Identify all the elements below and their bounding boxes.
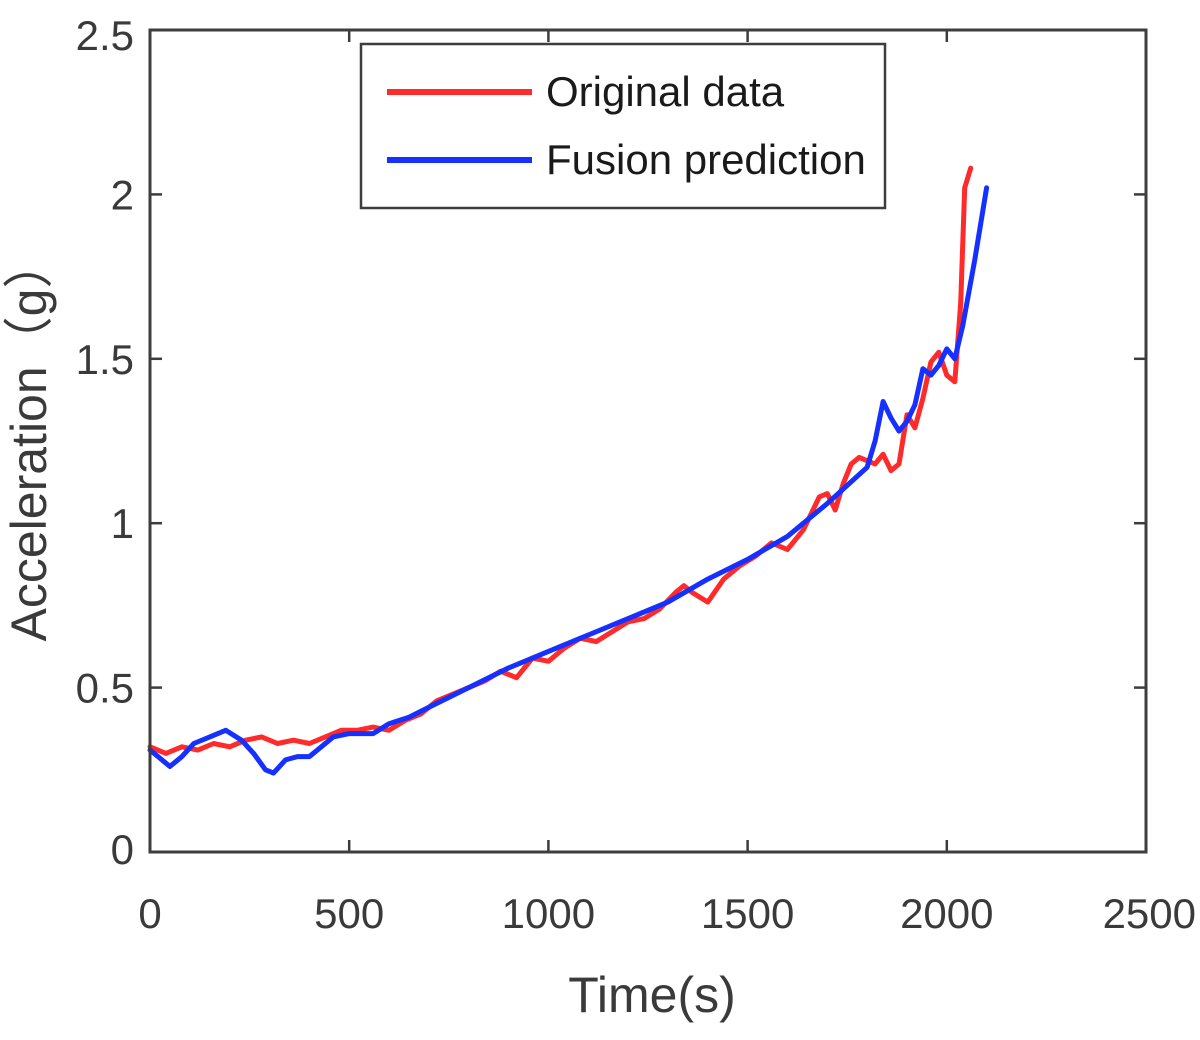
y-tick-label: 2.5: [76, 12, 134, 59]
y-tick-label: 2: [111, 171, 134, 218]
y-axis-title: Acceleration（g）: [1, 239, 57, 642]
x-tick-label: 1500: [701, 890, 794, 937]
x-tick-label: 0: [138, 890, 161, 937]
legend: Original data Fusion prediction: [359, 42, 887, 210]
x-tick-label: 1000: [502, 890, 595, 937]
series-line-fusion-prediction: [147, 185, 990, 776]
y-tick-label: 1: [111, 500, 134, 547]
ticks-layer: 0 500 1000 1500 2000 2500 0 0.5 1 1.5 2 2.5: [76, 12, 1196, 937]
y-tick-label: 1.5: [76, 336, 134, 383]
legend-label-original-data: Original data: [546, 68, 785, 115]
y-tick-label: 0.5: [76, 665, 134, 712]
x-tick-label: 2000: [900, 890, 993, 937]
legend-box: [359, 42, 887, 210]
legend-label-fusion-prediction: Fusion prediction: [546, 136, 866, 183]
series-layer: [147, 165, 990, 776]
x-tick-label: 500: [314, 890, 384, 937]
x-tick-label: 2500: [1103, 890, 1196, 937]
x-axis-title: Time(s): [568, 967, 736, 1023]
y-tick-label: 0: [111, 826, 134, 873]
series-line-original-data: [147, 165, 974, 756]
plot-frame: [148, 28, 1148, 854]
